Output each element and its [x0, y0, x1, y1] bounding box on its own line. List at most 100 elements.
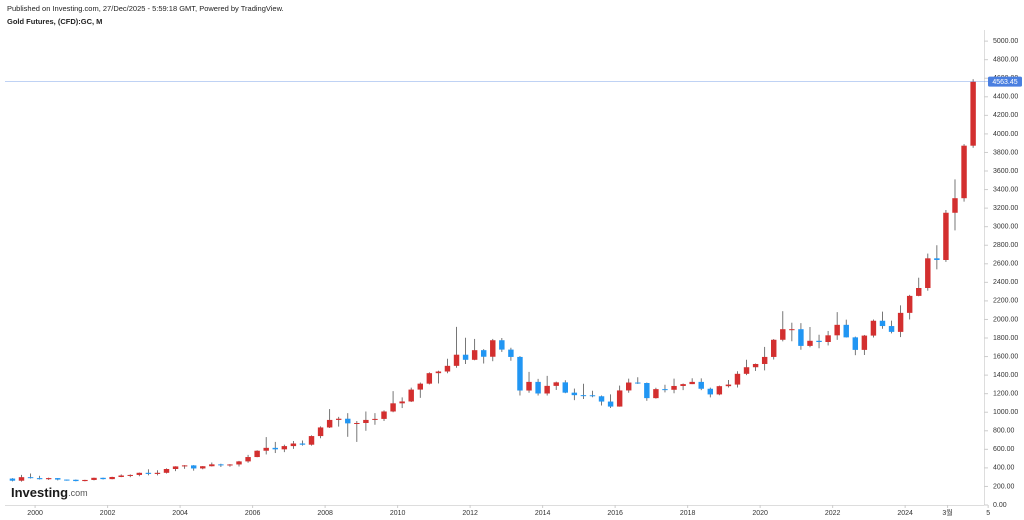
candle-body: [807, 340, 813, 346]
candle-body: [272, 447, 278, 450]
candle-body: [18, 477, 25, 481]
candle-body: [535, 381, 541, 394]
published-note: Published on Investing.com, 27/Dec/2025 …: [7, 4, 284, 13]
candle-body: [109, 476, 115, 480]
x-tick-label: 2018: [680, 510, 696, 517]
candle-body: [480, 350, 487, 357]
candle-body: [526, 381, 532, 391]
candle-body: [181, 465, 188, 467]
candle-body: [562, 382, 568, 393]
candle-body: [952, 198, 958, 213]
candle-body: [317, 427, 324, 437]
candle-body: [825, 335, 831, 342]
y-tick-label: 3200.00: [993, 205, 1018, 212]
candle-body: [471, 350, 478, 360]
x-tick-label: 2004: [172, 510, 188, 517]
candle-body: [725, 384, 732, 387]
candle-body: [961, 145, 967, 199]
candle-body: [381, 411, 387, 419]
candle-body: [263, 447, 269, 451]
candle-body: [834, 324, 840, 336]
candle-body: [870, 320, 877, 336]
candle-body: [662, 389, 668, 391]
candle-body: [616, 390, 623, 407]
logo: Investing.com: [11, 485, 88, 500]
x-tick-label: 3월: [942, 508, 952, 517]
candle-body: [363, 419, 369, 423]
candle-body: [218, 464, 224, 466]
logo-name: Investing: [11, 485, 68, 500]
candle-body: [399, 401, 405, 404]
candle-body: [943, 212, 949, 260]
candle-body: [190, 465, 197, 469]
candle-body: [906, 295, 913, 313]
candle-body: [453, 354, 460, 366]
candle-body: [408, 389, 414, 402]
candle-body: [626, 382, 632, 391]
y-tick-label: 4200.00: [993, 112, 1018, 119]
candle-body: [571, 392, 578, 396]
candle-body: [843, 324, 849, 338]
candle-body: [9, 478, 16, 481]
candle-body: [671, 385, 677, 390]
candle-body: [200, 466, 206, 469]
candle-body: [345, 418, 351, 424]
x-tick-label: 2024: [897, 510, 913, 517]
candle-body: [934, 258, 940, 260]
candle-body: [780, 329, 786, 340]
candle-body: [771, 339, 777, 357]
candle-body: [553, 382, 559, 386]
candle-body: [607, 401, 614, 407]
candle-body: [308, 436, 315, 445]
candle-body: [172, 466, 179, 470]
candle-body: [227, 464, 233, 466]
y-tick-label: 200.00: [993, 483, 1015, 490]
candle-body: [254, 450, 260, 458]
candle-body: [680, 384, 686, 386]
x-tick-label: 2008: [317, 510, 333, 517]
last-price-label: 4563.45: [992, 79, 1017, 86]
candle-body: [816, 340, 822, 342]
y-tick-label: 3800.00: [993, 149, 1018, 156]
candle-body: [761, 356, 768, 364]
y-tick-label: 1800.00: [993, 335, 1018, 342]
candle-body: [861, 335, 868, 350]
candle-body: [290, 443, 297, 447]
candle-body: [798, 329, 804, 346]
candle-body: [897, 312, 904, 332]
candle-body: [100, 477, 106, 480]
y-tick-label: 1600.00: [993, 353, 1018, 360]
candle-body: [55, 478, 61, 480]
candle-body: [326, 419, 333, 428]
candle-body: [372, 418, 378, 420]
candle-body: [689, 381, 695, 385]
candle-body: [970, 81, 976, 146]
candle-body: [925, 258, 931, 289]
candle-body: [417, 383, 423, 390]
candle-body: [598, 396, 605, 402]
candle-body: [127, 474, 133, 476]
candle-body: [752, 363, 759, 368]
y-tick-label: 3400.00: [993, 186, 1018, 193]
candle-body: [716, 386, 723, 395]
y-tick-label: 3000.00: [993, 224, 1018, 231]
candle-body: [499, 340, 505, 350]
candle-body: [743, 367, 750, 374]
candle-body: [390, 403, 396, 412]
y-tick-label: 4800.00: [993, 57, 1018, 64]
y-tick-label: 800.00: [993, 428, 1015, 435]
candle-body: [707, 388, 714, 395]
x-tick-label: 2000: [27, 510, 43, 517]
candle-body: [644, 383, 650, 399]
candle-body: [209, 464, 215, 467]
candle-body: [462, 354, 469, 360]
candle-body: [635, 382, 641, 384]
candle-body: [91, 477, 97, 480]
candle-body: [852, 337, 859, 350]
candle-body: [36, 478, 43, 480]
candle-body: [888, 326, 895, 332]
x-tick-label: 2012: [462, 510, 478, 517]
y-tick-label: 400.00: [993, 465, 1015, 472]
